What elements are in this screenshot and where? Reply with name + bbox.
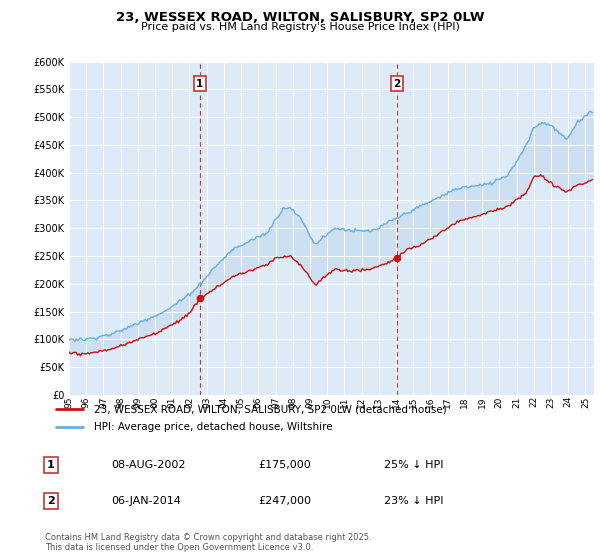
- Text: 1: 1: [47, 460, 55, 470]
- Text: HPI: Average price, detached house, Wiltshire: HPI: Average price, detached house, Wilt…: [94, 422, 332, 432]
- Text: 06-JAN-2014: 06-JAN-2014: [111, 496, 181, 506]
- Text: Contains HM Land Registry data © Crown copyright and database right 2025.: Contains HM Land Registry data © Crown c…: [45, 533, 371, 542]
- Text: Price paid vs. HM Land Registry's House Price Index (HPI): Price paid vs. HM Land Registry's House …: [140, 22, 460, 32]
- Text: £247,000: £247,000: [258, 496, 311, 506]
- Text: 23, WESSEX ROAD, WILTON, SALISBURY, SP2 0LW (detached house): 23, WESSEX ROAD, WILTON, SALISBURY, SP2 …: [94, 404, 446, 414]
- Text: 1: 1: [196, 79, 203, 89]
- Text: 08-AUG-2002: 08-AUG-2002: [111, 460, 185, 470]
- Text: 2: 2: [393, 79, 400, 89]
- Text: This data is licensed under the Open Government Licence v3.0.: This data is licensed under the Open Gov…: [45, 543, 313, 552]
- Text: 2: 2: [47, 496, 55, 506]
- Text: 25% ↓ HPI: 25% ↓ HPI: [384, 460, 443, 470]
- Text: £175,000: £175,000: [258, 460, 311, 470]
- Text: 23% ↓ HPI: 23% ↓ HPI: [384, 496, 443, 506]
- Text: 23, WESSEX ROAD, WILTON, SALISBURY, SP2 0LW: 23, WESSEX ROAD, WILTON, SALISBURY, SP2 …: [116, 11, 484, 24]
